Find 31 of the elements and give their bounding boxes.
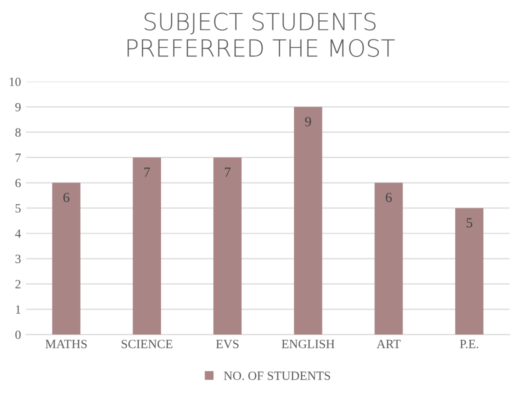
bar bbox=[455, 208, 484, 335]
y-tick-label: 3 bbox=[15, 254, 21, 264]
y-tick-label: 7 bbox=[16, 154, 21, 162]
x-tick-label: P.E. bbox=[460, 340, 478, 348]
data-label: 6 bbox=[386, 192, 392, 202]
x-tick-label: MATHS bbox=[45, 340, 87, 348]
x-tick-label: ART bbox=[376, 340, 401, 348]
y-tick-label: 1 bbox=[16, 305, 20, 314]
data-label: 7 bbox=[224, 168, 231, 177]
x-tick-label: ENGLISH bbox=[282, 340, 334, 348]
chart-title: SUBJECT STUDENTS PREFERRED THE MOST bbox=[128, 12, 395, 57]
y-tick-label: 5 bbox=[16, 204, 21, 213]
x-tick-label: EVS bbox=[216, 340, 239, 348]
bar bbox=[213, 157, 242, 335]
x-tick-label: SCIENCE bbox=[122, 340, 172, 348]
y-tick-label: 0 bbox=[15, 330, 21, 340]
legend-label: NO. OF STUDENTS bbox=[224, 372, 330, 380]
y-tick-label: 8 bbox=[15, 128, 21, 137]
data-label: 7 bbox=[144, 168, 150, 177]
data-label: 6 bbox=[63, 192, 70, 202]
bar bbox=[132, 157, 162, 335]
data-label: 9 bbox=[305, 116, 312, 126]
y-tick-label: 4 bbox=[15, 229, 21, 238]
bar bbox=[374, 182, 403, 335]
bar bbox=[294, 106, 322, 335]
y-tick-label: 9 bbox=[15, 102, 21, 112]
y-tick-label: 10 bbox=[10, 78, 21, 86]
bar bbox=[52, 182, 80, 335]
data-label: 5 bbox=[466, 218, 472, 228]
y-tick-label: 6 bbox=[15, 178, 21, 188]
y-tick-label: 2 bbox=[15, 280, 20, 288]
